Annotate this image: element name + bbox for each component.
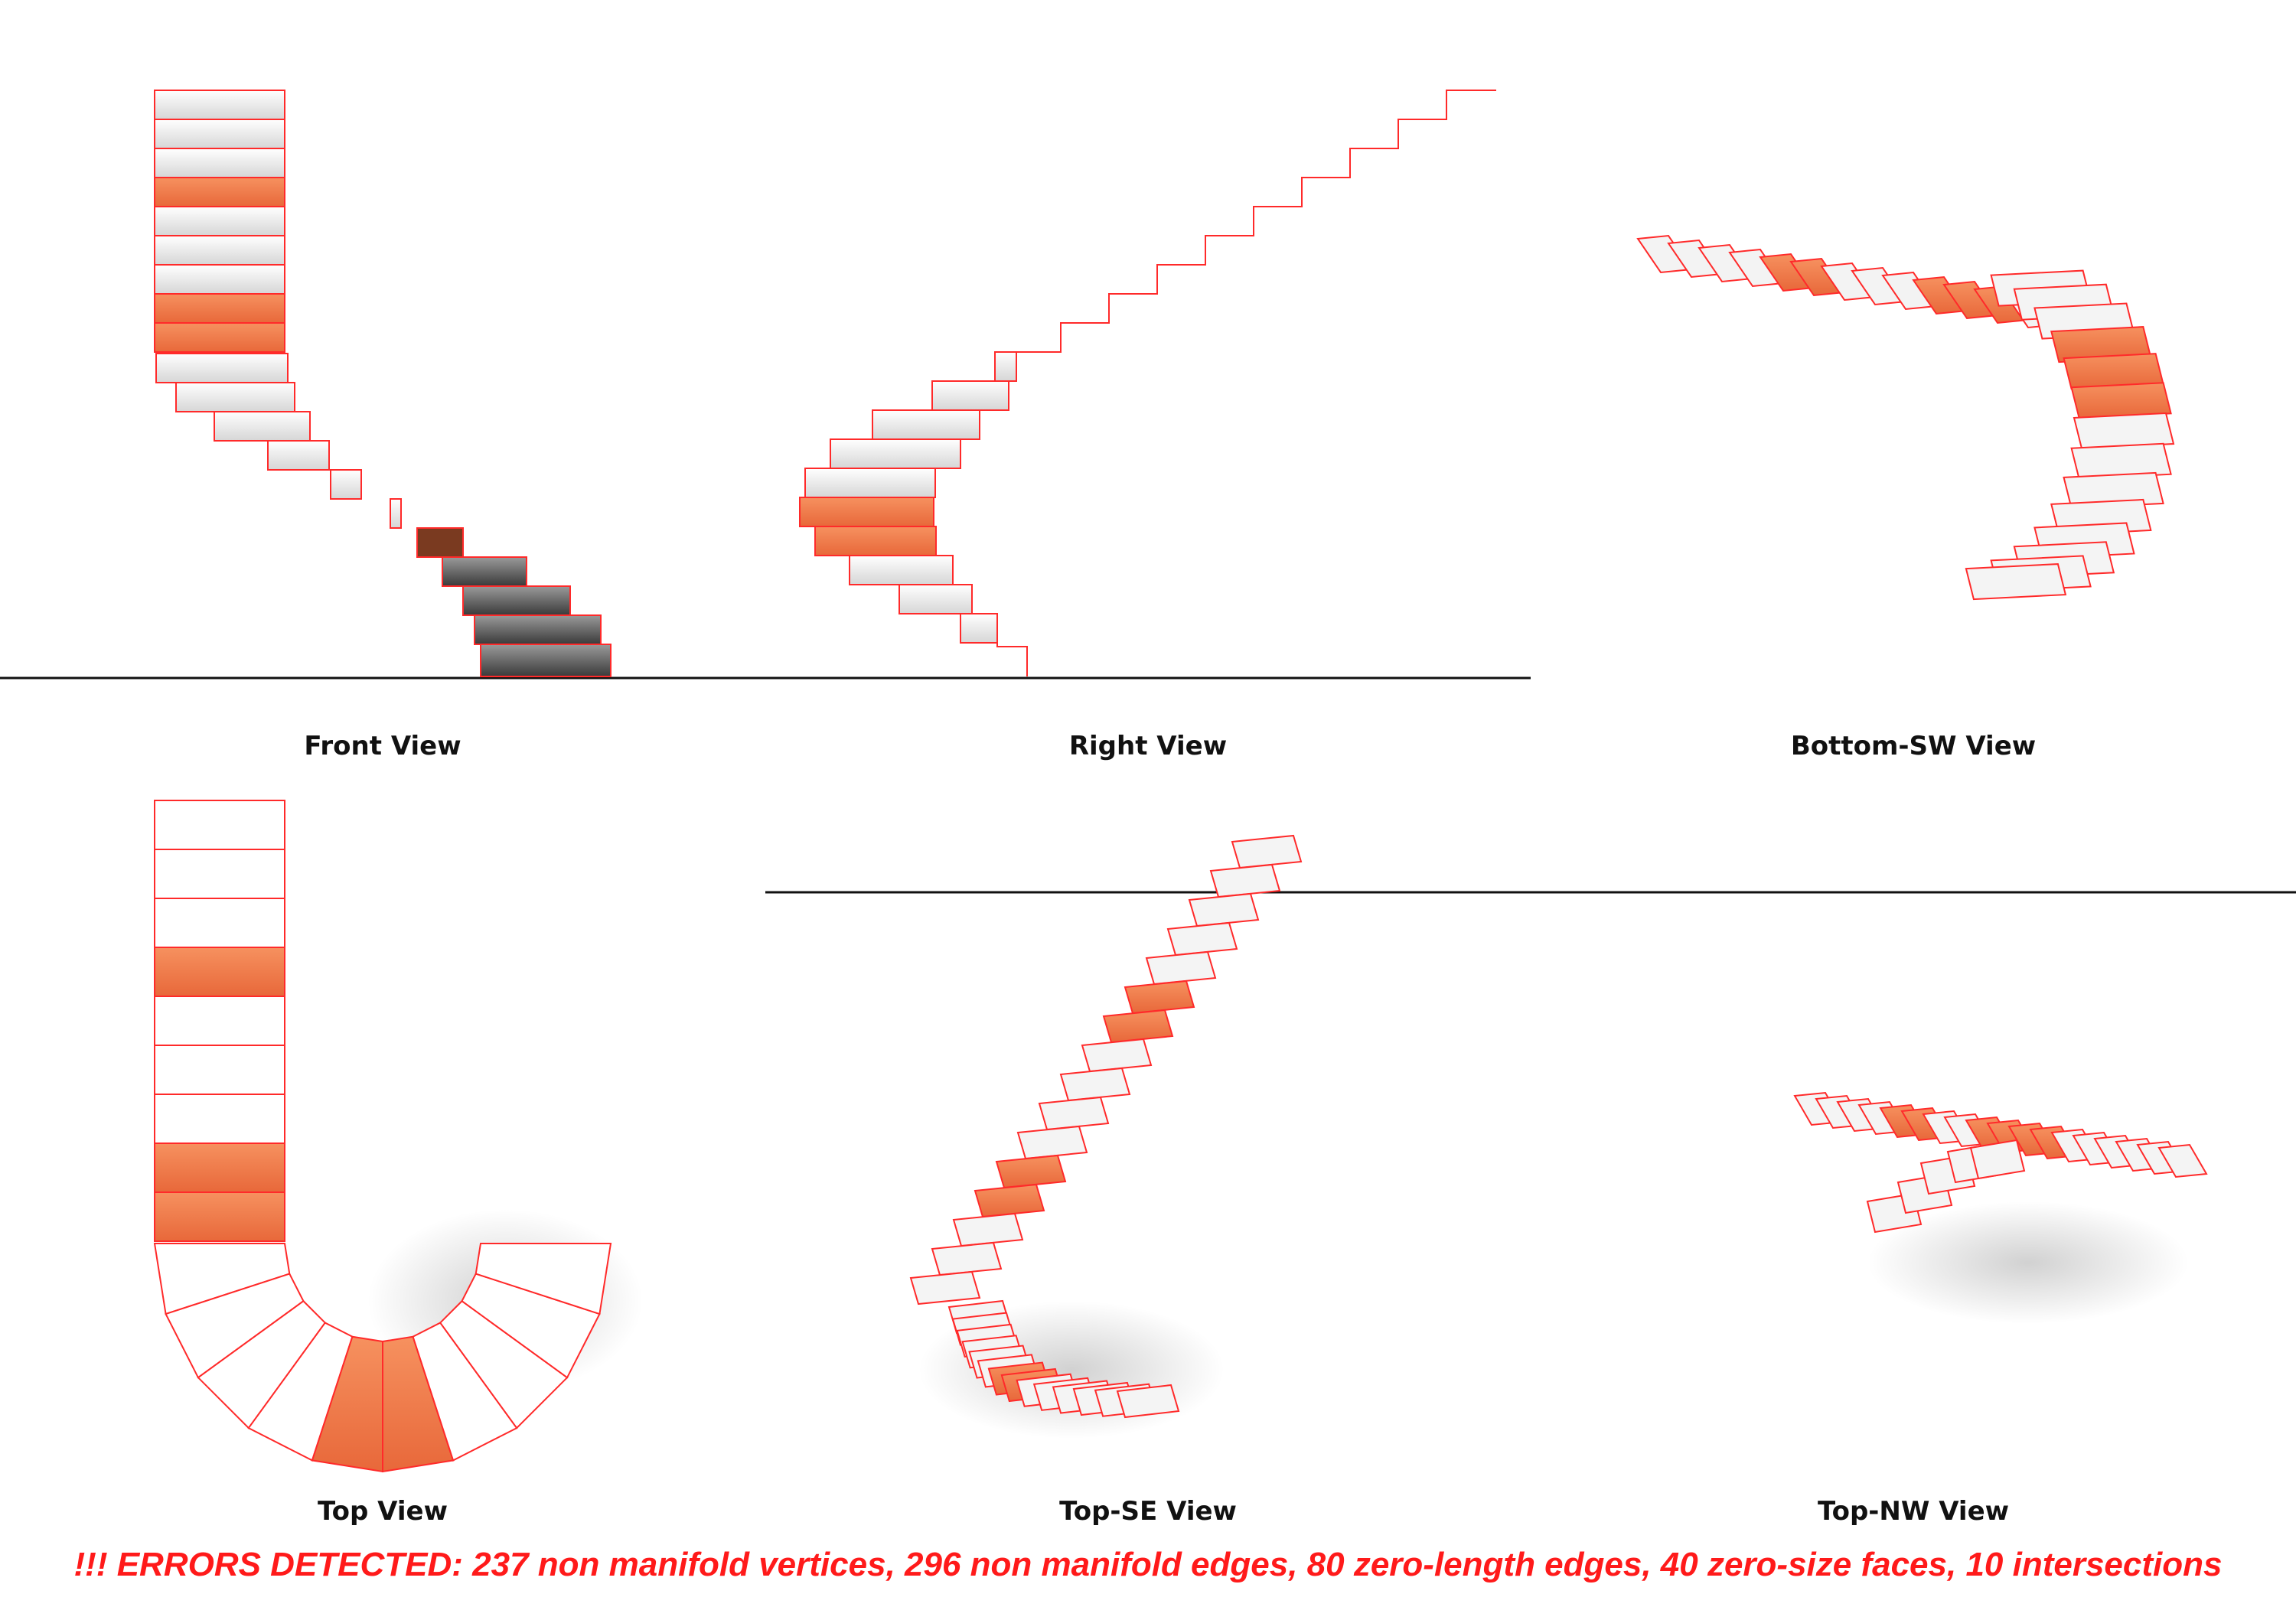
bottom-sw-arc-step-8 (2070, 442, 2172, 480)
top-se-step-11 (1016, 1125, 1088, 1160)
right-view-drawing (799, 90, 1496, 676)
top-se-step-5 (1145, 950, 1217, 986)
top-nw-view-label: Top-NW View (1817, 1496, 2010, 1527)
right-step-8 (849, 555, 954, 585)
top-step-4 (154, 947, 285, 997)
front-step-6 (154, 235, 285, 266)
top-view-label: Top View (317, 1496, 448, 1527)
top-se-step-6 (1124, 980, 1195, 1015)
top-se-view-drawing (909, 834, 1303, 1419)
top-se-step-13 (974, 1183, 1045, 1218)
front-step-2 (154, 119, 285, 149)
front-step-17 (442, 556, 527, 587)
right-step-2 (931, 380, 1009, 411)
top-view-drawing (153, 800, 612, 1473)
front-step-3 (154, 148, 285, 178)
right-stair-profile-lower (996, 643, 1028, 676)
top-step-8 (154, 1143, 285, 1193)
top-nw-lower-step-5 (1969, 1139, 2026, 1180)
right-step-1 (994, 351, 1017, 382)
right-step-6 (799, 497, 934, 527)
top-se-step-7 (1102, 1009, 1174, 1044)
front-step-7 (154, 264, 285, 295)
front-step-8 (154, 293, 285, 324)
top-se-step-3 (1188, 892, 1260, 927)
front-step-15 (390, 498, 402, 529)
front-step-5 (154, 206, 285, 236)
top-se-step-1 (1231, 834, 1303, 869)
front-step-14 (330, 469, 362, 500)
top-se-step-16 (909, 1270, 981, 1305)
front-step-10 (155, 353, 289, 383)
front-step-1 (154, 90, 285, 120)
right-step-4 (830, 438, 961, 469)
front-step-11 (175, 382, 295, 412)
top-step-6 (154, 1045, 285, 1095)
front-step-18 (462, 585, 571, 616)
top-step-5 (154, 996, 285, 1046)
top-step-3 (154, 898, 285, 948)
top-se-view-label: Top-SE View (1059, 1496, 1237, 1527)
right-step-5 (804, 468, 936, 498)
top-se-step-12 (995, 1154, 1067, 1189)
front-step-13 (267, 440, 330, 471)
right-view-label: Right View (1068, 731, 1228, 761)
top-step-7 (154, 1094, 285, 1144)
right-step-10 (960, 613, 998, 644)
front-step-12 (214, 411, 311, 442)
front-step-16 (416, 527, 464, 558)
top-se-step-30 (1116, 1384, 1180, 1419)
top-se-step-10 (1038, 1096, 1110, 1131)
top-nw-step-18 (2157, 1143, 2208, 1178)
top-arc-step-10 (475, 1243, 612, 1315)
top-nw-view-drawing (1793, 1091, 2208, 1234)
front-view-drawing (154, 90, 612, 677)
right-step-9 (899, 584, 973, 614)
top-se-step-14 (952, 1212, 1024, 1247)
bottom-sw-arc-step-6 (2070, 382, 2172, 419)
front-step-20 (480, 644, 612, 677)
top-se-step-9 (1059, 1067, 1131, 1102)
errors-message: !!! ERRORS DETECTED: 237 non manifold ve… (73, 1546, 2223, 1583)
bottom-sw-arc-step-7 (2073, 412, 2175, 450)
bottom-sw-view-label: Bottom-SW View (1790, 731, 2037, 761)
top-se-step-8 (1081, 1038, 1153, 1073)
shadow-top-nw (1867, 1201, 2189, 1324)
right-step-3 (872, 409, 980, 440)
right-step-7 (814, 526, 937, 556)
top-step-1 (154, 800, 285, 850)
top-step-2 (154, 849, 285, 899)
top-se-step-4 (1166, 921, 1238, 957)
front-step-19 (474, 614, 602, 645)
right-stair-profile-upper (964, 90, 1496, 382)
bottom-sw-view-drawing (1636, 234, 2175, 601)
front-step-4 (154, 177, 285, 207)
top-se-step-15 (931, 1241, 1003, 1276)
front-step-9 (154, 322, 285, 353)
front-view-label: Front View (304, 731, 461, 761)
bottom-sw-arc-step-14 (1965, 563, 2067, 601)
top-se-step-2 (1209, 863, 1281, 898)
top-step-9 (154, 1191, 285, 1242)
